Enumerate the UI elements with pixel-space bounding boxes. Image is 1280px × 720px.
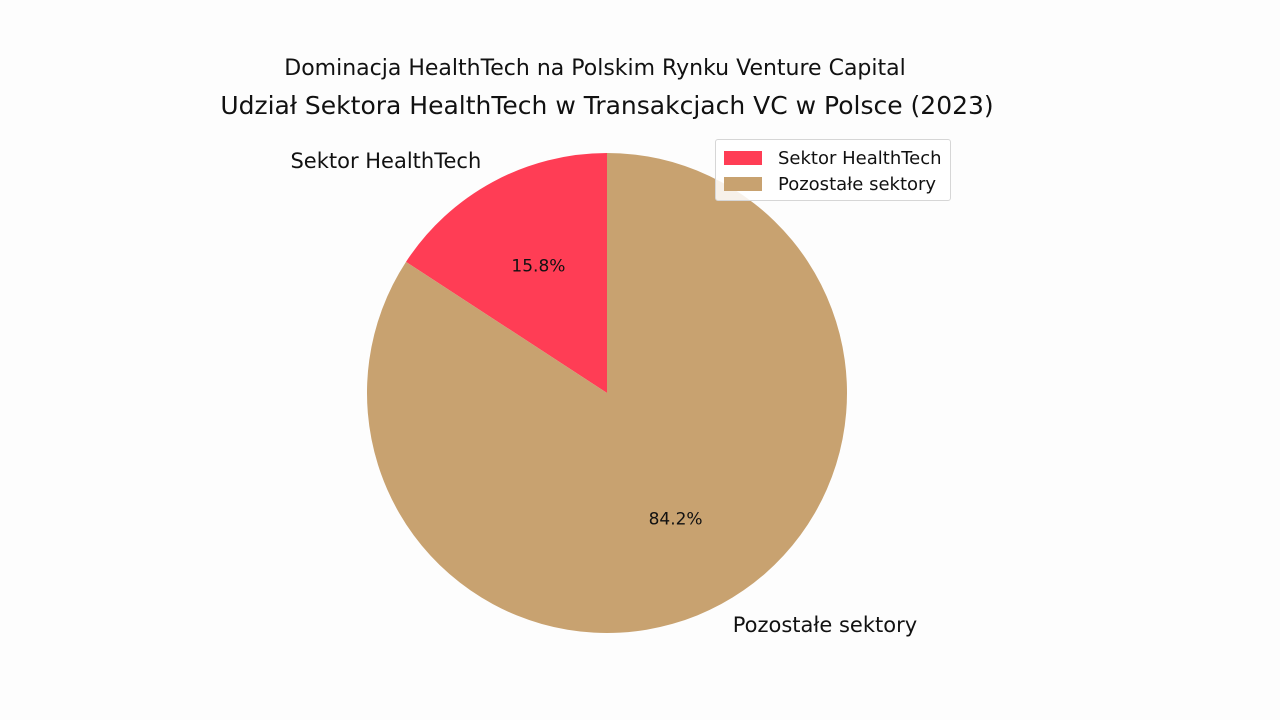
pie-slice-other-sectors <box>366 153 847 634</box>
legend: Sektor HealthTech Pozostałe sektory <box>715 139 951 201</box>
pie-labels: 15.8% Sektor HealthTech 84.2% Pozostałe sek… <box>290 149 917 637</box>
figure-title: Dominacja HealthTech na Polskim Rynku Ve… <box>284 56 906 81</box>
legend-item-healthtech: Sektor HealthTech <box>724 145 942 171</box>
legend-item-other-sectors: Pozostałe sektory <box>724 171 942 197</box>
pie-slices <box>366 153 847 634</box>
legend-label-other-sectors: Pozostałe sektory <box>778 173 937 195</box>
pct-label-other-sectors: 84.2% <box>649 510 703 530</box>
legend-swatch-other-sectors <box>724 177 762 191</box>
slice-label-healthtech: Sektor HealthTech <box>290 149 481 173</box>
slice-label-other-sectors: Pozostałe sektory <box>733 613 917 637</box>
legend-swatch-healthtech <box>724 151 762 165</box>
chart-title: Udział Sektora HealthTech w Transakcjach… <box>220 91 994 120</box>
pie-slice-healthtech <box>405 153 607 393</box>
legend-label-healthtech: Sektor HealthTech <box>778 147 942 169</box>
pct-label-healthtech: 15.8% <box>511 256 565 276</box>
